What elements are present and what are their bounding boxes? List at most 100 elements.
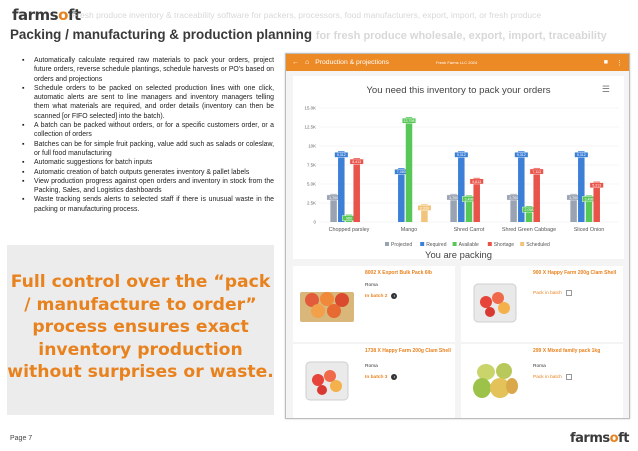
bar-value-label: 3,498: [585, 197, 594, 201]
checkbox[interactable]: [565, 290, 572, 296]
chart-bar: [585, 195, 593, 222]
x-tick-label: Sliced Onion: [574, 227, 605, 233]
y-tick-label: 2.5K: [307, 201, 316, 206]
mixed-fruit-image: [473, 363, 518, 398]
packing-item-status[interactable]: In batch 2 •: [365, 293, 398, 299]
y-tick-label: 0: [314, 220, 317, 225]
feature-item: Waste tracking sends alerts to selected …: [22, 195, 274, 214]
bar-value-label: 7,080: [397, 170, 406, 174]
bar-value-label: 3,700: [569, 196, 578, 200]
chart-bar: [330, 193, 337, 222]
edit-icon[interactable]: •: [391, 293, 398, 299]
packing-item-customer: Roma: [533, 364, 546, 369]
bar-value-label: 5,313: [592, 184, 601, 188]
bar-value-label: 9,312: [517, 153, 526, 157]
packing-item-card[interactable]: 900 X Happy Farm 200g Clam Shell Pack in…: [461, 266, 623, 342]
bar-value-label: 8,413: [352, 160, 361, 164]
chart-menu-icon[interactable]: ☰: [601, 84, 610, 94]
app-screenshot: ← ⌂ Production & projections Fresh Farms…: [285, 53, 630, 419]
feature-item: View production progress against open or…: [22, 177, 274, 196]
chart-bar: [405, 117, 413, 222]
bar-value-tag: [514, 152, 529, 158]
packing-item-status[interactable]: Pack in batch: [533, 290, 572, 296]
packing-item-card[interactable]: 299 X Mixed family pack 1kg Roma Pack in…: [461, 344, 623, 418]
legend-label: Available: [459, 242, 479, 248]
feature-item: Schedule orders to be packed on selected…: [22, 84, 274, 121]
chart-bar: [510, 193, 517, 222]
chat-icon[interactable]: ■: [603, 58, 608, 66]
legend-label: Scheduled: [526, 242, 550, 248]
clamshell-image: [305, 361, 349, 401]
legend-swatch: [487, 242, 492, 246]
chart-bar: [518, 151, 525, 222]
feature-list: Automatically calculate required raw mat…: [22, 56, 274, 214]
y-tick-label: 12.5K: [305, 125, 317, 130]
legend-swatch: [385, 242, 389, 246]
packing-item-customer: Roma: [365, 283, 378, 288]
x-tick-label: Chopped parsley: [329, 227, 370, 233]
chart-title: You need this inventory to pack your ord…: [366, 85, 551, 96]
chart-bar: [421, 204, 428, 222]
y-tick-label: 15.0K: [305, 106, 317, 111]
packing-item-name: 8002 X Export Bulk Pack 6lb: [365, 270, 432, 276]
chart-bar: [525, 206, 533, 222]
bar-value-label: 9,312: [337, 153, 346, 157]
packing-item-name: 900 X Happy Farm 200g Clam Shell: [533, 270, 617, 276]
x-tick-label: Mango: [401, 227, 417, 233]
legend-swatch: [420, 242, 425, 246]
bar-value-tag: [454, 152, 469, 158]
farm-name: Fresh Farms LLC 2024: [436, 60, 478, 65]
bar-value-label: 3,700: [449, 196, 458, 200]
x-tick-label: Shred Green Cabbage: [502, 227, 556, 233]
packing-item-status[interactable]: In batch 3 •: [365, 374, 398, 380]
bar-value-label: 13,798: [404, 119, 415, 123]
chart-bar: [570, 193, 577, 222]
legend-label: Projected: [391, 242, 412, 248]
feature-item: Automatically calculate required raw mat…: [22, 56, 274, 84]
back-arrow-icon[interactable]: ←: [292, 59, 299, 66]
y-tick-label: 5.0K: [307, 182, 316, 187]
bar-value-tag: [334, 152, 349, 158]
app-bar-title: Production & projections: [315, 59, 389, 66]
feature-item: Batches can be for simple fruit packing,…: [22, 140, 274, 159]
packing-item-card[interactable]: 1738 X Happy Farm 200g Clam Shell Roma I…: [293, 344, 455, 418]
x-tick-label: Shred Carrot: [454, 227, 485, 233]
bar-value-label: 3,498: [465, 197, 474, 201]
packing-item-name: 1738 X Happy Farm 200g Clam Shell: [365, 348, 451, 354]
bar-value-label: 2,098: [525, 208, 534, 212]
clamshell-image: [473, 283, 517, 323]
packing-item-name: 299 X Mixed family pack 1kg: [533, 348, 601, 354]
edit-icon[interactable]: •: [391, 374, 398, 380]
bar-value-label: 9,312: [457, 153, 466, 157]
inventory-chart-card: You need this inventory to pack your ord…: [293, 76, 624, 259]
farmsoft-logo: farmsoft: [12, 6, 81, 24]
chart-bar: [578, 151, 585, 222]
feature-item: Automatic creation of batch outputs gene…: [22, 168, 274, 178]
bar-value-tag: [469, 178, 484, 185]
bar-value-label: 980: [346, 217, 352, 221]
bar-value-tag: [589, 182, 604, 189]
app-bar: ← ⌂ Production & projections Fresh Farms…: [286, 54, 629, 71]
chart-bar: [473, 177, 480, 222]
legend-label: Required: [426, 242, 447, 248]
chart-bar: [465, 195, 473, 222]
home-icon[interactable]: ⌂: [305, 59, 310, 66]
bar-value-tag: [402, 117, 416, 124]
page-title: Packing / manufacturing & production pla…: [10, 27, 607, 42]
checkbox[interactable]: [565, 374, 572, 380]
farmsoft-logo-footer: farmsoft: [570, 431, 629, 446]
chart-bar: [398, 168, 405, 222]
feature-item: Automatic suggestions for batch inputs: [22, 158, 274, 168]
chart-bar: [353, 158, 360, 222]
bar-value-label: 3,700: [329, 196, 338, 200]
packing-item-status[interactable]: Pack in batch: [533, 374, 572, 380]
packing-item-card[interactable]: 8002 X Export Bulk Pack 6lb Roma In batc…: [293, 266, 455, 342]
bar-value-label: 2,330: [420, 206, 429, 210]
bar-value-tag: [417, 205, 432, 211]
more-vertical-icon[interactable]: ⋮: [616, 59, 623, 67]
mango-tray-image: [300, 292, 354, 322]
page-number: Page 7: [10, 435, 33, 442]
feature-item: A batch can be packed without orders, or…: [22, 121, 274, 140]
y-tick-label: 7.5K: [307, 163, 316, 168]
inventory-bar-chart: 0 2.5K 5.0K 7.5K 10K 12.5K 15.0K 3,700 9,312 980 8…: [305, 106, 619, 248]
